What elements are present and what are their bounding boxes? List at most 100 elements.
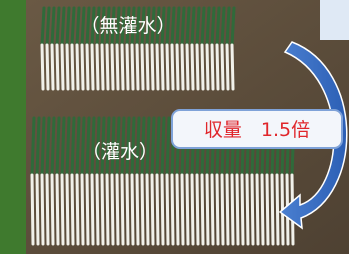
leek-top [167,118,169,175]
leek-stalk [42,45,43,89]
leek-stalk [97,175,98,244]
leek-stalk [177,175,178,244]
leek-stalk [257,175,258,244]
leek-stalk [127,45,128,89]
foliage [0,0,26,254]
leek-stalk [102,175,103,244]
leek-stalk [82,175,83,244]
leek-stalk [162,175,163,244]
leek-stalk [172,175,173,244]
leek-top [177,8,179,45]
leek-stalk [152,175,153,244]
leek-stalk [132,45,133,89]
leek-top [227,8,229,45]
leek-stalk [267,175,268,244]
leek-stalk [147,45,148,89]
leek-top [162,118,164,175]
leek-stalk [152,45,153,89]
leek-top [222,8,224,45]
leek-stalk [172,45,173,89]
leek-stalk [52,175,53,244]
leek-stalk [32,175,33,244]
leek-stalk [262,175,263,244]
leek-top [72,118,74,175]
leek-stalk [62,175,63,244]
photo: 収量 1.5倍 （無灌水） （灌水） [0,0,349,254]
leek-top [57,118,59,175]
leek-stalk [102,45,103,89]
leek-stalk [87,45,88,89]
leek-stalk [112,45,113,89]
leek-top [32,118,34,175]
leek-stalk [222,45,223,89]
leek-top [212,8,214,45]
leek-stalk [212,45,213,89]
top-label: （無灌水） [80,15,175,37]
leek-stalk [77,45,78,89]
leek-top [207,8,209,45]
leek-top [42,118,44,175]
leek-top [62,118,64,175]
leek-stalk [52,45,53,89]
leek-stalk [232,45,233,89]
leek-stalk [142,45,143,89]
leek-stalk [207,45,208,89]
leek-stalk [97,45,98,89]
leek-top [202,8,204,45]
leek-top [37,118,39,175]
leek-stalk [197,45,198,89]
leek-stalk [207,175,208,244]
leek-stalk [47,45,48,89]
leek-top [72,8,74,45]
leek-stalk [192,175,193,244]
leek-stalk [122,175,123,244]
leek-stalk [222,175,223,244]
leek-stalk [107,45,108,89]
leek-top [232,8,234,45]
leek-stalk [157,175,158,244]
sky-patch [320,0,349,40]
leek-stalk [197,175,198,244]
leek-stalk [137,45,138,89]
leek-stalk [142,175,143,244]
leek-stalk [202,175,203,244]
leek-top [77,118,79,175]
leek-stalk [187,175,188,244]
leek-top [182,8,184,45]
leek-stalk [112,175,113,244]
leek-stalk [212,175,213,244]
leek-stalk [217,175,218,244]
leek-stalk [182,175,183,244]
leek-stalk [77,175,78,244]
leek-top [77,8,79,45]
leek-stalk [227,45,228,89]
leek-stalk [72,45,73,89]
leek-stalk [92,45,93,89]
leek-stalk [57,45,58,89]
leek-stalk [107,175,108,244]
leek-stalk [42,175,43,244]
leek-stalk [62,45,63,89]
leek-stalk [167,175,168,244]
leek-top [52,118,54,175]
leek-stalk [122,45,123,89]
leek-top [67,8,69,45]
leek-stalk [182,45,183,89]
leek-top [47,8,49,45]
leek-top [67,118,69,175]
leek-stalk [47,175,48,244]
leek-stalk [187,45,188,89]
leek-stalk [87,175,88,244]
leek-top [217,8,219,45]
leek-stalk [277,175,278,244]
leek-stalk [217,45,218,89]
leek-stalk [57,175,58,244]
leek-top [57,8,59,45]
leek-stalk [132,175,133,244]
leek-top [187,8,189,45]
leek-stalk [67,175,68,244]
leek-stalk [147,175,148,244]
leek-stalk [92,175,93,244]
leek-stalk [137,175,138,244]
leek-stalk [117,45,118,89]
